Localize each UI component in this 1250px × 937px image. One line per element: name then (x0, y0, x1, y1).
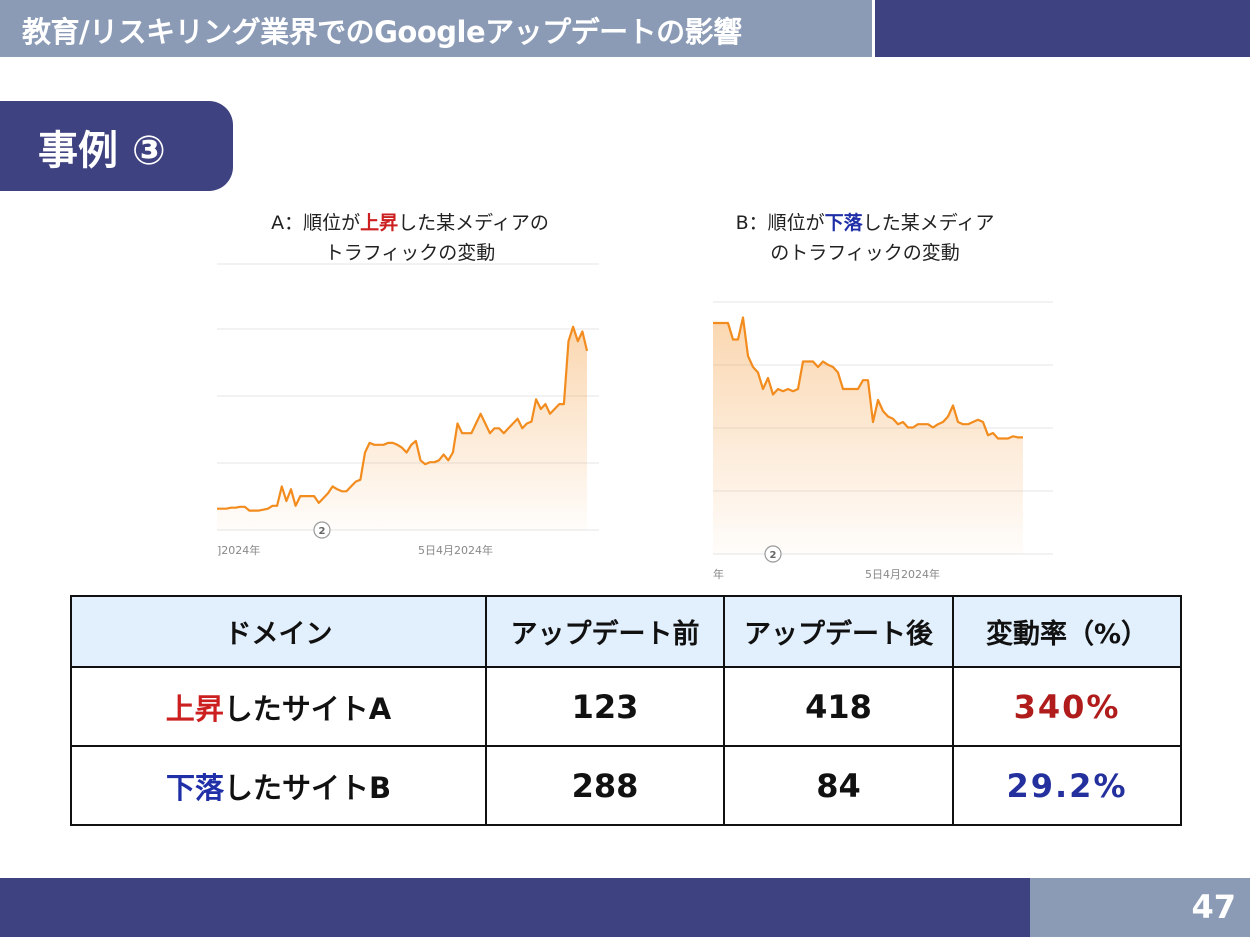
case-label-pill (0, 101, 233, 191)
domain-suffix: したサイトA (223, 691, 392, 726)
after-value: 418 (723, 666, 954, 747)
slide-title: 教育/リスキリング業界でのGoogleアップデートの影響 (22, 15, 742, 49)
domain-cell: 上昇したサイトA (70, 666, 487, 747)
case-label: 事例 ③ (38, 128, 166, 174)
header-domain: ドメイン (70, 595, 487, 668)
traffic-line (217, 325, 589, 512)
chart-a-title-prefix: A：順位が (271, 212, 361, 234)
domain-keyword: 下落 (165, 770, 224, 805)
rate-value: 340% (952, 666, 1182, 747)
chart-b-title-prefix: B：順位が (735, 212, 825, 234)
annotation-badge-label: 2 (770, 550, 777, 561)
chart-b-title-line2: のトラフィックの変動 (770, 242, 960, 264)
x-tick-label: 5日4月2024年 (865, 567, 940, 581)
footer-bar (0, 878, 1030, 937)
traffic-line (713, 316, 1023, 440)
header-rate: 変動率（%） (952, 595, 1182, 668)
domain-suffix: したサイトB (223, 770, 392, 805)
annotation-badge (313, 521, 331, 539)
chart-a-title-line2: トラフィックの変動 (324, 242, 496, 264)
chart-b-title-keyword: 下落 (824, 212, 863, 234)
page-number: 47 (1191, 888, 1236, 926)
chart-a-title-suffix: した某メディアの (398, 212, 549, 234)
after-value: 84 (723, 745, 954, 826)
header-before: アップデート前 (485, 595, 725, 668)
domain-cell: 下落したサイトB (70, 745, 487, 826)
footer-accent-bar (1030, 878, 1250, 937)
traffic-area (217, 326, 587, 530)
chart-b-title-suffix: した某メディア (862, 212, 995, 234)
header-bar (0, 0, 872, 57)
before-value: 288 (485, 745, 725, 826)
traffic-chart-b: 2 年 5日4月2024年 (713, 301, 1053, 581)
traffic-chart-a: 2 ]2024年 5日4月2024年 (217, 263, 599, 557)
header-after: アップデート後 (723, 595, 954, 668)
traffic-summary-table: ドメイン アップデート前 アップデート後 変動率（%） 上昇したサイトA 123… (70, 595, 1182, 826)
chart-a-title: A：順位が上昇した某メディアの トラフィックの変動 (240, 208, 580, 268)
annotation-badge-label: 2 (319, 526, 326, 537)
table-header-row: ドメイン アップデート前 アップデート後 変動率（%） (70, 595, 1182, 668)
rate-value: 29.2% (952, 745, 1182, 826)
x-tick-label: 5日4月2024年 (418, 543, 493, 557)
chart-a-title-keyword: 上昇 (360, 212, 399, 234)
table-row: 上昇したサイトA 123 418 340% (70, 666, 1182, 747)
x-tick-label: ]2024年 (217, 543, 260, 557)
x-tick-label: 年 (713, 567, 724, 581)
chart-b-title: B：順位が下落した某メディア のトラフィックの変動 (700, 208, 1030, 268)
header-accent-bar (875, 0, 1250, 57)
domain-keyword: 上昇 (165, 691, 224, 726)
table-row: 下落したサイトB 288 84 29.2% (70, 745, 1182, 826)
annotation-badge (764, 545, 782, 563)
traffic-area (713, 317, 1023, 554)
before-value: 123 (485, 666, 725, 747)
